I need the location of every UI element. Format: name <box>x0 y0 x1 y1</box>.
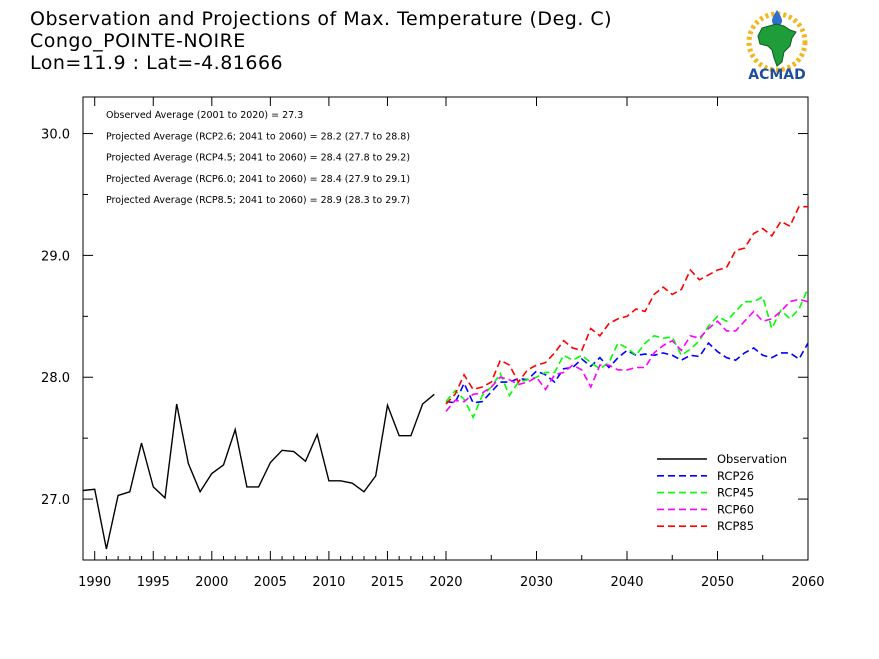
legend-label: RCP45 <box>717 486 754 500</box>
x-tick-label: 2050 <box>701 575 734 590</box>
x-tick-label: 2005 <box>254 575 287 590</box>
series-line-rcp85 <box>445 205 808 405</box>
legend-label: Observation <box>717 452 787 466</box>
logo-text: ACMAD <box>748 67 806 83</box>
series-line-rcp60 <box>445 298 809 412</box>
x-tick-label: 2030 <box>520 575 553 590</box>
annotation-line: Projected Average (RCP2.6; 2041 to 2060)… <box>106 131 410 142</box>
sun-rays-icon <box>746 11 808 73</box>
x-tick-label: 1990 <box>78 575 111 590</box>
title-block: Observation and Projections of Max. Temp… <box>30 8 612 74</box>
y-tick-label: 30.0 <box>41 128 70 143</box>
x-tick-label: 2010 <box>312 575 345 590</box>
legend-label: RCP85 <box>717 519 754 533</box>
x-tick-label: 2015 <box>371 575 404 590</box>
x-axis: 1990 1995 2000 2005 2010 2015 2020 2030 2040 2050… <box>78 97 825 590</box>
series-line-rcp45 <box>445 287 809 420</box>
annotation-line: Projected Average (RCP8.5; 2041 to 2060)… <box>106 195 410 206</box>
series-line-observation <box>82 393 435 550</box>
annotation-line: Projected Average (RCP4.5; 2041 to 2060)… <box>106 153 410 164</box>
acmad-logo: ACMAD <box>746 10 808 83</box>
legend-label: RCP26 <box>717 469 754 483</box>
chart-title: Observation and Projections of Max. Temp… <box>30 8 613 30</box>
x-tick-label: 1995 <box>137 575 170 590</box>
water-drop-icon <box>772 10 782 26</box>
y-tick-label: 29.0 <box>41 249 70 264</box>
annotation-line: Projected Average (RCP6.0; 2041 to 2060)… <box>106 174 410 185</box>
series-line-rcp26 <box>445 341 809 404</box>
x-tick-label: 2000 <box>195 575 228 590</box>
x-tick-label: 2040 <box>610 575 643 590</box>
africa-map-icon <box>757 23 797 67</box>
y-tick-label: 27.0 <box>41 493 70 508</box>
legend: Observation RCP26 RCP45 RCP60 RCP85 <box>657 452 787 533</box>
y-tick-label: 28.0 <box>41 371 70 386</box>
series-group <box>82 205 809 550</box>
station-coordinates: Lon=11.9 : Lat=-4.81666 <box>30 52 284 74</box>
plot-frame <box>82 96 809 561</box>
x-tick-label: 2060 <box>791 575 824 590</box>
legend-label: RCP60 <box>717 502 754 516</box>
annotations: Observed Average (2001 to 2020) = 27.3 Pr… <box>106 110 410 206</box>
x-tick-label: 2020 <box>429 575 462 590</box>
station-name: Congo_POINTE-NOIRE <box>30 30 246 52</box>
y-axis: 27.0 28.0 29.0 30.0 <box>41 128 808 508</box>
annotation-line: Observed Average (2001 to 2020) = 27.3 <box>106 110 303 121</box>
